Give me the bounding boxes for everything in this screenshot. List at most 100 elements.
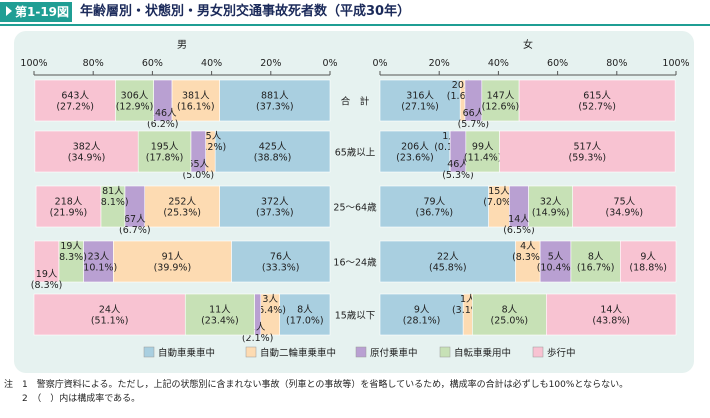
bar-segment-bicycle — [137, 130, 192, 173]
bar-segment-bicycle — [184, 293, 255, 336]
data-label: 22人(45.8%) — [429, 252, 467, 274]
x-tick-label: 60% — [547, 58, 568, 69]
legend-label: 自動二輪車乗車中 — [260, 347, 336, 359]
data-label: 3人(6.4%) — [254, 294, 286, 316]
legend-swatch-walk — [532, 346, 544, 358]
data-label: 517人(59.3%) — [569, 142, 607, 164]
data-label: 252人(25.3%) — [163, 197, 201, 219]
bar-segment-auto — [379, 79, 461, 122]
data-label: 81人(8.1%) — [97, 186, 129, 208]
legend-label: 自動車乗車中 — [158, 347, 215, 359]
category-label: 65歳以上 — [335, 147, 376, 159]
x-tick-label: 0% — [372, 58, 387, 69]
x-tick-label: 40% — [201, 58, 222, 69]
figure-header: 第1-19図 年齢層別・状態別・男女別交通事故死者数（平成30年） — [0, 0, 710, 26]
data-label: 20人(1.6%) — [447, 80, 479, 102]
legend-swatch-auto — [143, 346, 155, 358]
data-label: 19人(8.3%) — [31, 269, 63, 291]
bar-segment-walk — [33, 293, 186, 336]
chart-svg: 男 100% 80% 60% 40% 20% 0% 女 0% 20% 40% 60% 80% 100% 合 … — [20, 38, 689, 359]
note-2: 2 （ ）内は構成率である。 — [4, 394, 141, 404]
data-label: 306人(12.9%) — [116, 91, 154, 113]
bar-segment-walk — [518, 79, 676, 122]
data-label: 75人(34.9%) — [606, 197, 644, 219]
data-label: 881人(37.3%) — [256, 91, 294, 113]
bar-segment-bicycle — [115, 79, 154, 122]
data-label: 8人(17.0%) — [286, 305, 324, 327]
bar-segment-auto — [379, 130, 451, 173]
data-label: 382人(34.9%) — [68, 142, 106, 164]
bar-segment-auto — [279, 293, 331, 336]
bar-segment-bicycle — [481, 79, 520, 122]
legend-label: 歩行中 — [547, 347, 576, 359]
data-label: 381人(16.1%) — [177, 91, 215, 113]
data-label: 195人(17.8%) — [146, 142, 184, 164]
data-label: 66人(5.7%) — [458, 108, 490, 130]
legend-label: 原付乗車中 — [370, 347, 418, 359]
x-tick-label: 20% — [429, 58, 450, 69]
data-label: 14人(6.5%) — [503, 214, 535, 236]
bar-segment-auto — [219, 185, 331, 228]
data-label: 218人(21.9%) — [50, 197, 88, 219]
bar-segment-auto — [379, 293, 464, 336]
legend-swatch-moped — [355, 346, 367, 358]
data-label: 8人(16.7%) — [577, 252, 615, 274]
bar-segment-bicycle — [472, 293, 547, 336]
bar-segment-walk — [499, 130, 676, 173]
data-label: 8人(25.0%) — [491, 305, 529, 327]
figure-number: 第1-19図 — [15, 5, 70, 19]
data-label: 67人(6.7%) — [119, 214, 151, 236]
x-tick-label: 20% — [260, 58, 281, 69]
data-label: 147人(12.6%) — [482, 91, 520, 113]
x-tick-label: 80% — [83, 58, 104, 69]
data-label: 99人(11.4%) — [464, 142, 502, 164]
triangle-icon — [6, 6, 12, 16]
bar-segment-walk — [35, 185, 102, 228]
data-label: 79人(36.7%) — [416, 197, 454, 219]
data-label: 11人(23.4%) — [201, 305, 239, 327]
bar-segment-auto — [379, 185, 489, 228]
data-label: 15人(7.0%) — [483, 186, 515, 208]
data-label: 46人(5.3%) — [442, 159, 474, 181]
x-tick-label: 100% — [662, 58, 689, 69]
category-label: 15歳以下 — [335, 310, 376, 322]
figure-title: 年齢層別・状態別・男女別交通事故死者数（平成30年） — [80, 4, 411, 19]
bar-segment-auto — [379, 240, 516, 283]
legend-swatch-bicycle — [439, 346, 451, 358]
bar-segment-walk — [620, 240, 677, 283]
data-label: 32人(14.9%) — [532, 197, 570, 219]
bar-segment-walk — [572, 185, 677, 228]
bar-segment-moto — [171, 79, 220, 122]
x-tick-label: 100% — [20, 58, 47, 69]
legend-label: 自転車乗用中 — [454, 347, 511, 359]
data-label: 146人(6.2%) — [147, 108, 179, 130]
data-label: 14人(43.8%) — [592, 305, 630, 327]
figure-number-badge: 第1-19図 — [0, 2, 72, 22]
chart-panel: 男 100% 80% 60% 40% 20% 0% 女 0% 20% 40% 60% 80% 100% 合 … — [14, 31, 694, 373]
data-label: 425人(38.8%) — [254, 142, 292, 164]
legend-swatch-moto — [245, 346, 257, 358]
data-label: 1人(2.1%) — [242, 322, 274, 344]
data-label: 372人(37.3%) — [256, 197, 294, 219]
bar-segment-walk — [34, 130, 139, 173]
panel-title-female: 女 — [523, 38, 533, 51]
bar-segment-walk — [546, 293, 677, 336]
bar-segment-moto — [113, 240, 232, 283]
data-label: 615人(52.7%) — [578, 91, 616, 113]
data-label: 4人(8.3%) — [512, 241, 544, 263]
data-label: 9人(28.1%) — [403, 305, 441, 327]
bar-segment-auto — [231, 240, 331, 283]
bar-segment-moped — [539, 240, 572, 283]
x-tick-label: 80% — [606, 58, 627, 69]
data-label: 9人(18.8%) — [629, 252, 667, 274]
note-1: 注 1 警察庁資料による。ただし，上記の状態別に含まれない事故（列車との事故等）… — [4, 380, 629, 390]
bar-segment-auto — [219, 79, 331, 122]
data-label: 316人(27.1%) — [401, 91, 439, 113]
data-label: 643人(27.2%) — [56, 91, 94, 113]
data-label: 206人(23.6%) — [396, 142, 434, 164]
category-label: 16～24歳 — [333, 257, 377, 269]
panel-title-male: 男 — [177, 39, 187, 51]
x-tick-label: 0% — [322, 58, 337, 69]
data-label: 24人(51.1%) — [91, 305, 129, 327]
notes: 注 1 警察庁資料による。ただし，上記の状態別に含まれない事故（列車との事故等）… — [4, 378, 704, 406]
